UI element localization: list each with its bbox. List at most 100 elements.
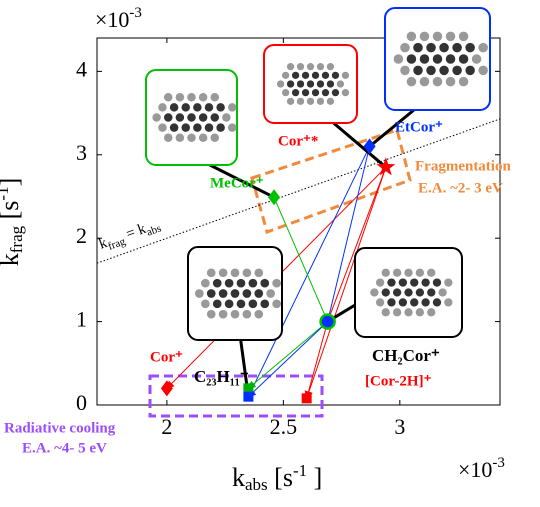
atom (260, 299, 270, 309)
atom (398, 278, 408, 287)
atom (406, 76, 417, 87)
atom (381, 268, 390, 277)
annotation: E.A. ~2- 3 eV (418, 180, 503, 196)
atom (427, 288, 436, 297)
molecule-box (263, 44, 358, 124)
atom (445, 54, 456, 64)
atom (286, 80, 295, 88)
atom (419, 76, 430, 87)
atom (421, 298, 430, 307)
plot-frame (96, 37, 501, 406)
atom (187, 93, 196, 102)
arrow (304, 321, 329, 400)
atom (444, 298, 453, 307)
atom (296, 63, 305, 71)
atom (260, 278, 270, 288)
atom (392, 268, 402, 277)
atom (210, 113, 220, 122)
atom (381, 308, 390, 317)
atom (291, 89, 300, 97)
atom (375, 278, 385, 287)
atom (236, 299, 246, 309)
atom (478, 65, 488, 76)
point-label: C₂₃H₁₁⁺ (194, 367, 249, 386)
arrow (325, 146, 371, 323)
x-axis-label: kabs [s-1 ] (232, 461, 322, 494)
atom (216, 103, 225, 112)
atom (432, 298, 442, 307)
atom (206, 289, 216, 298)
atom (281, 89, 290, 97)
point-label: Cor⁺* (278, 133, 318, 149)
atom (445, 31, 456, 42)
atom (175, 113, 185, 122)
atom (404, 288, 413, 297)
atom (187, 133, 196, 142)
atom (452, 65, 462, 76)
atom (175, 93, 185, 102)
atom (291, 71, 300, 79)
atom (439, 65, 449, 76)
atom (236, 278, 246, 288)
point-label: EtCor⁺ (395, 119, 443, 135)
atom (398, 298, 408, 307)
atom (248, 278, 258, 288)
atom (301, 71, 310, 79)
atom (210, 93, 220, 102)
atom (254, 289, 264, 298)
atom (181, 103, 190, 112)
atom (426, 42, 436, 53)
atom (471, 54, 482, 64)
atom (210, 133, 220, 142)
atom (286, 63, 295, 71)
arrow (326, 167, 387, 323)
atom (163, 93, 173, 102)
atom (266, 289, 275, 298)
atom (301, 89, 310, 97)
atom (248, 299, 258, 309)
atom (438, 288, 447, 297)
atom (387, 298, 396, 307)
atom (336, 80, 345, 88)
y-tick-label: 3 (76, 140, 87, 165)
atom (458, 31, 469, 42)
atom (413, 42, 423, 53)
arrow (247, 321, 328, 398)
atom (393, 54, 404, 64)
atom (206, 268, 216, 278)
atom (415, 308, 425, 317)
atom (272, 278, 281, 288)
atom (204, 123, 214, 132)
atom (281, 71, 290, 79)
point-label: CH₂Cor⁺ (372, 346, 440, 365)
atom (198, 133, 208, 142)
point (243, 383, 254, 394)
atom (212, 299, 222, 309)
atom (341, 89, 350, 97)
atom (400, 65, 410, 76)
atom (419, 54, 430, 64)
atom (432, 76, 443, 87)
atom (163, 133, 173, 142)
atom (195, 289, 204, 298)
y-tick-label: 1 (76, 307, 87, 332)
x-tick-label: 3 (394, 414, 405, 439)
radiative-box (148, 374, 324, 418)
atom (163, 113, 173, 122)
atom (311, 71, 320, 79)
atom (444, 278, 453, 287)
atom (413, 65, 423, 76)
atom (410, 298, 419, 307)
atom (316, 80, 325, 88)
atom (341, 71, 350, 79)
molecule-box (384, 7, 491, 111)
point (301, 393, 312, 404)
atom (152, 113, 161, 122)
atom (406, 54, 417, 64)
atom (432, 54, 443, 64)
atom (316, 63, 325, 71)
arrow (247, 321, 328, 389)
atom (198, 113, 208, 122)
x-multiplier: ×10-3 (458, 455, 505, 482)
atom (198, 93, 208, 102)
